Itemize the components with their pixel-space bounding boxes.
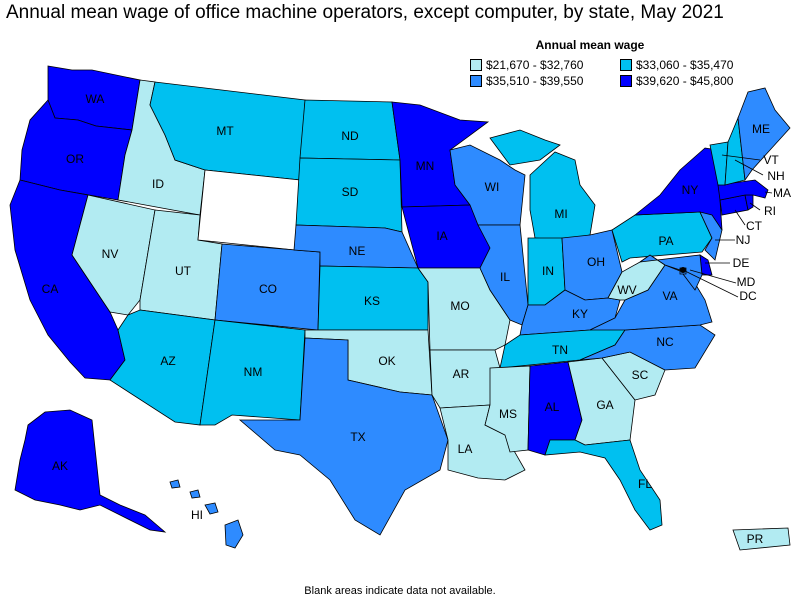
state-label-ny: NY xyxy=(682,183,699,197)
state-mi[interactable] xyxy=(529,151,596,241)
state-label-in: IN xyxy=(542,264,554,278)
legend-item: $39,620 - $45,800 xyxy=(620,74,750,88)
state-label-nd: ND xyxy=(341,129,359,143)
state-label-ar: AR xyxy=(453,367,470,381)
state-hi-island[interactable] xyxy=(204,502,219,515)
state-label-ne: NE xyxy=(349,244,366,258)
state-il[interactable] xyxy=(477,224,529,326)
state-label-fl: FL xyxy=(638,477,652,491)
state-label-nh: NH xyxy=(767,169,784,183)
state-label-la: LA xyxy=(458,442,473,456)
state-label-dc: DC xyxy=(739,289,757,303)
state-me[interactable] xyxy=(737,87,791,182)
state-label-mn: MN xyxy=(416,159,435,173)
state-label-wv: WV xyxy=(617,283,636,297)
state-label-hi: HI xyxy=(191,508,203,522)
legend-label: $33,060 - $35,470 xyxy=(636,58,734,72)
state-label-ri: RI xyxy=(764,204,776,218)
state-label-tn: TN xyxy=(552,343,568,357)
state-ak[interactable] xyxy=(14,409,167,533)
state-label-va: VA xyxy=(662,289,677,303)
state-label-sd: SD xyxy=(342,185,359,199)
state-label-mi: MI xyxy=(554,207,567,221)
state-label-de: DE xyxy=(733,256,750,270)
dc-marker xyxy=(680,267,686,273)
state-label-nm: NM xyxy=(244,365,263,379)
state-label-vt: VT xyxy=(763,153,779,167)
state-ks[interactable] xyxy=(317,265,429,331)
legend-item: $35,510 - $39,550 xyxy=(470,74,620,88)
state-label-co: CO xyxy=(259,282,277,296)
state-label-tx: TX xyxy=(350,430,365,444)
state-label-ct: CT xyxy=(746,219,763,233)
legend-swatch xyxy=(620,75,632,87)
state-hi-island[interactable] xyxy=(169,479,181,489)
state-tx[interactable] xyxy=(238,337,449,536)
state-pr[interactable] xyxy=(732,527,791,551)
state-label-mo: MO xyxy=(450,299,469,313)
legend-label: $39,620 - $45,800 xyxy=(636,74,734,88)
state-label-ia: IA xyxy=(436,229,447,243)
state-label-nv: NV xyxy=(102,247,119,261)
state-label-me: ME xyxy=(752,122,770,136)
state-label-pr: PR xyxy=(747,532,764,546)
state-wi[interactable] xyxy=(449,144,526,226)
state-label-or: OR xyxy=(66,152,84,166)
state-label-pa: PA xyxy=(658,234,673,248)
footnote: Blank areas indicate data not available. xyxy=(304,585,496,597)
legend-title: Annual mean wage xyxy=(535,38,645,52)
state-label-al: AL xyxy=(545,400,560,414)
state-label-ma: MA xyxy=(773,186,791,200)
map-title: Annual mean wage of office machine opera… xyxy=(6,2,724,23)
state-label-nj: NJ xyxy=(736,233,751,247)
legend-label: $35,510 - $39,550 xyxy=(486,74,584,88)
state-label-wa: WA xyxy=(86,92,105,106)
state-label-ga: GA xyxy=(596,398,613,412)
legend-item: $21,670 - $32,760 xyxy=(470,58,620,72)
legend-swatch xyxy=(620,59,632,71)
leader-lines xyxy=(682,154,773,298)
state-label-mt: MT xyxy=(216,124,234,138)
state-label-az: AZ xyxy=(160,354,175,368)
state-label-ky: KY xyxy=(572,307,588,321)
state-label-ms: MS xyxy=(499,407,517,421)
state-label-ut: UT xyxy=(175,264,192,278)
legend-swatch xyxy=(470,75,482,87)
state-label-nc: NC xyxy=(656,335,674,349)
state-label-ks: KS xyxy=(364,294,380,308)
state-hi[interactable] xyxy=(224,519,244,549)
state-label-md: MD xyxy=(737,275,756,289)
legend-label: $21,670 - $32,760 xyxy=(486,58,584,72)
state-label-oh: OH xyxy=(587,255,605,269)
state-label-sc: SC xyxy=(632,368,649,382)
state-label-ak: AK xyxy=(52,459,68,473)
state-nj[interactable] xyxy=(699,211,723,261)
state-label-ok: OK xyxy=(378,354,395,368)
state-wy[interactable] xyxy=(197,169,301,251)
legend-item: $33,060 - $35,470 xyxy=(620,58,750,72)
state-label-wi: WI xyxy=(485,180,500,194)
state-fl[interactable] xyxy=(544,439,663,531)
state-label-ca: CA xyxy=(42,282,59,296)
state-label-il: IL xyxy=(500,270,510,284)
state-md[interactable] xyxy=(639,254,703,291)
state-label-id: ID xyxy=(152,177,164,191)
state-ma[interactable] xyxy=(717,179,769,201)
state-hi-island[interactable] xyxy=(189,489,201,499)
state-nc[interactable] xyxy=(579,324,716,371)
legend-swatch xyxy=(470,59,482,71)
state-mi-upper[interactable] xyxy=(489,129,561,166)
map-legend: Annual mean wage $21,670 - $32,760 $33,0… xyxy=(470,38,733,88)
